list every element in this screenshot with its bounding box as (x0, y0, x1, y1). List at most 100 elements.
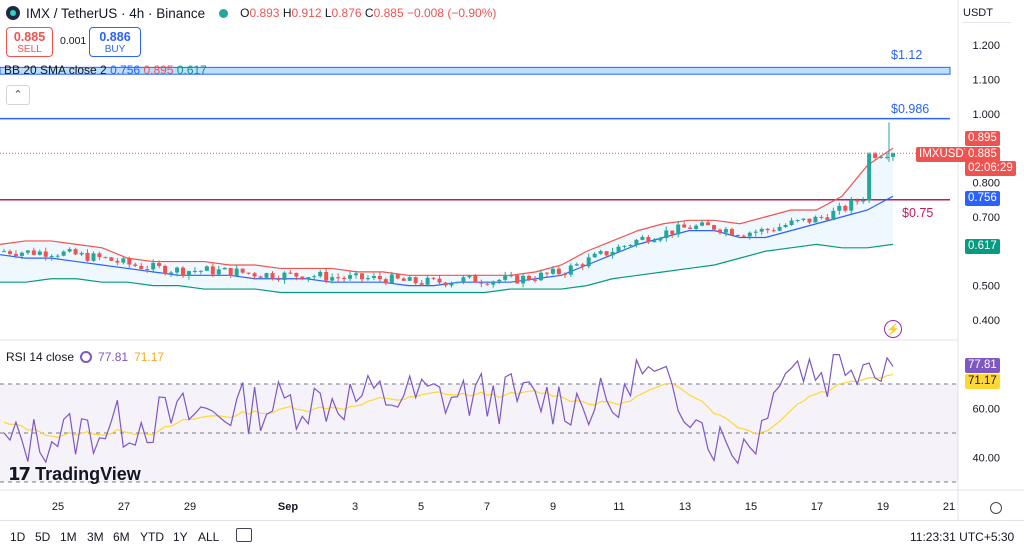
candle-body[interactable] (282, 272, 287, 280)
candle-body[interactable] (419, 283, 424, 285)
candle-body[interactable] (544, 272, 549, 274)
timeframe-5d-button[interactable]: 5D (35, 530, 51, 544)
candle-body[interactable] (157, 262, 162, 266)
candle-body[interactable] (598, 251, 603, 254)
candle-body[interactable] (616, 246, 621, 252)
candle-body[interactable] (580, 264, 585, 267)
candle-body[interactable] (568, 265, 573, 275)
candle-body[interactable] (401, 278, 406, 281)
candle-body[interactable] (383, 279, 388, 284)
candle-body[interactable] (37, 251, 42, 255)
candle-body[interactable] (771, 230, 776, 232)
candle-body[interactable] (843, 205, 848, 211)
candle-body[interactable] (753, 231, 758, 233)
candle-body[interactable] (604, 251, 609, 256)
candle-body[interactable] (300, 276, 305, 280)
candle-body[interactable] (180, 267, 185, 276)
collapse-legend-button[interactable]: ⌃ (6, 85, 30, 105)
candle-body[interactable] (377, 275, 382, 280)
candle-body[interactable] (43, 251, 48, 257)
candle-body[interactable] (31, 250, 36, 255)
candle-body[interactable] (747, 232, 752, 237)
candle-body[interactable] (312, 276, 317, 278)
candle-body[interactable] (103, 257, 108, 259)
candle-body[interactable] (556, 268, 561, 275)
candle-body[interactable] (79, 252, 84, 255)
candle-body[interactable] (586, 257, 591, 267)
candle-body[interactable] (449, 283, 454, 286)
candle-body[interactable] (228, 267, 233, 276)
candle-body[interactable] (198, 270, 203, 272)
candle-body[interactable] (831, 210, 836, 221)
candle-body[interactable] (49, 256, 54, 258)
candle-body[interactable] (813, 216, 818, 223)
candle-body[interactable] (169, 272, 174, 274)
candle-body[interactable] (509, 275, 514, 277)
candle-body[interactable] (61, 251, 66, 256)
candle-body[interactable] (640, 236, 645, 240)
candle-body[interactable] (288, 272, 293, 274)
candle-body[interactable] (717, 229, 722, 233)
symbol-title[interactable]: IMX / TetherUS · 4h · Binance (26, 5, 206, 21)
candle-body[interactable] (485, 283, 490, 285)
candle-body[interactable] (133, 264, 138, 266)
candle-body[interactable] (497, 279, 502, 282)
candle-body[interactable] (139, 265, 144, 269)
candle-body[interactable] (91, 253, 96, 261)
timeframe-1d-button[interactable]: 1D (10, 530, 26, 544)
candle-body[interactable] (503, 275, 508, 280)
currency-selector[interactable]: USDT (963, 4, 1011, 23)
candle-body[interactable] (389, 274, 394, 284)
candle-body[interactable] (222, 267, 227, 270)
candle-body[interactable] (97, 253, 102, 258)
candle-body[interactable] (359, 273, 364, 280)
candle-body[interactable] (479, 282, 484, 284)
candle-body[interactable] (25, 250, 30, 253)
candle-body[interactable] (354, 273, 359, 276)
candle-body[interactable] (891, 153, 895, 157)
timeframe-all-button[interactable]: ALL (198, 530, 220, 544)
candle-body[interactable] (127, 258, 132, 265)
candle-body[interactable] (336, 277, 341, 279)
candle-body[interactable] (216, 269, 221, 275)
candle-body[interactable] (431, 277, 436, 279)
candle-body[interactable] (270, 273, 275, 279)
candle-body[interactable] (759, 228, 764, 232)
candle-body[interactable] (264, 273, 269, 278)
candle-body[interactable] (825, 217, 830, 221)
candle-body[interactable] (109, 257, 114, 261)
candle-body[interactable] (85, 252, 90, 261)
candle-body[interactable] (574, 264, 579, 266)
candle-body[interactable] (145, 268, 150, 270)
candle-body[interactable] (473, 275, 478, 283)
timeframe-6m-button[interactable]: 6M (113, 530, 130, 544)
candle-body[interactable] (252, 273, 257, 277)
candle-body[interactable] (538, 272, 543, 281)
candle-body[interactable] (246, 272, 251, 274)
candle-body[interactable] (849, 200, 854, 211)
candle-body[interactable] (318, 271, 323, 277)
candle-body[interactable] (533, 279, 538, 281)
timeframe-1y-button[interactable]: 1Y (173, 530, 188, 544)
candle-body[interactable] (706, 222, 711, 226)
candle-body[interactable] (628, 244, 633, 246)
candle-body[interactable] (437, 278, 442, 283)
candle-body[interactable] (867, 153, 872, 201)
candle-body[interactable] (670, 230, 675, 235)
candle-body[interactable] (455, 281, 460, 284)
settings-icon[interactable] (990, 502, 1002, 514)
candle-body[interactable] (873, 153, 878, 158)
candle-body[interactable] (306, 277, 311, 280)
candle-body[interactable] (348, 275, 353, 279)
candle-body[interactable] (186, 271, 191, 276)
candle-body[interactable] (67, 249, 72, 252)
candle-body[interactable] (885, 156, 890, 158)
candle-body[interactable] (700, 222, 705, 226)
candle-body[interactable] (855, 200, 860, 202)
candle-body[interactable] (461, 277, 466, 282)
candle-body[interactable] (240, 268, 245, 273)
candle-body[interactable] (330, 277, 335, 281)
candle-body[interactable] (688, 227, 693, 229)
candle-body[interactable] (527, 275, 532, 280)
